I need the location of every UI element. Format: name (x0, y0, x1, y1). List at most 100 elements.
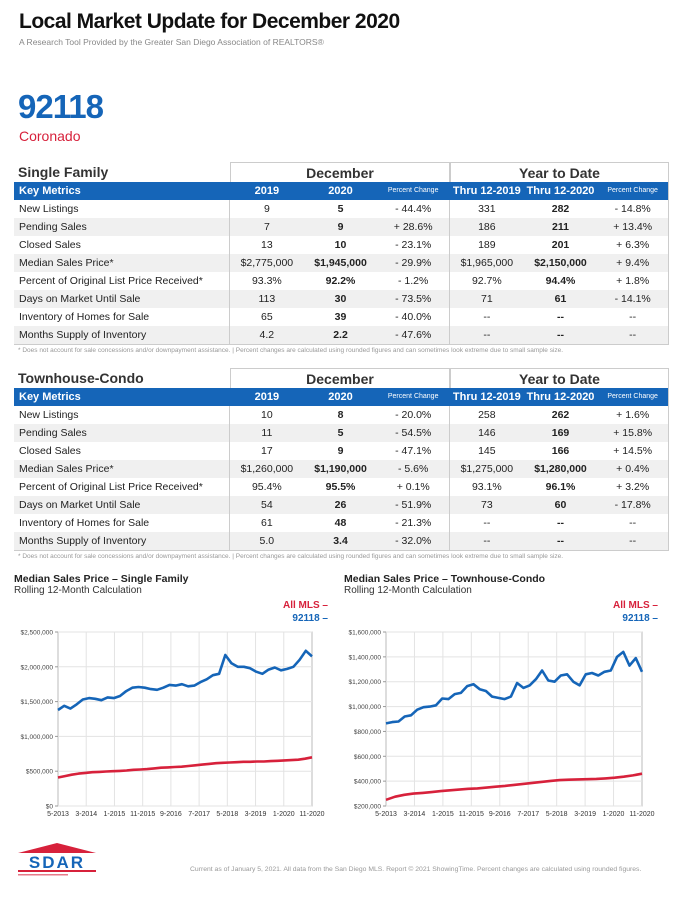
table-cell: 211 (552, 221, 569, 233)
column-header: Key Metrics (19, 391, 81, 403)
table-cell: - 17.8% (597, 496, 669, 514)
table-cell: 11 (229, 424, 304, 442)
table-cell: - 47.1% (395, 445, 432, 457)
column-header: Percent Change (597, 388, 669, 406)
table-cell: + 14.5% (597, 442, 669, 460)
table-row: Closed Sales 13 10 - 23.1% 189 201 + 6.3% (14, 236, 669, 254)
y-tick-label: $2,500,000 (20, 630, 53, 637)
table-cell: - 14.1% (597, 290, 669, 308)
table-cell: 282 (551, 203, 570, 215)
x-tick-label: 9-2016 (160, 811, 182, 818)
legend-zip: 92118 – (622, 613, 658, 624)
table-header-row: Key Metrics 2019 2020 Percent Change Thru 12… (14, 182, 669, 200)
table-cell: 262 (551, 409, 570, 421)
table-cell: -- (557, 329, 564, 341)
table-row: Days on Market Until Sale 54 26 - 51.9% 73 60… (14, 496, 669, 514)
table-row: Median Sales Price* $1,260,000 $1,190,000 -… (14, 460, 669, 478)
table-cell: 60 (554, 499, 567, 511)
table-cell: 61 (229, 514, 304, 532)
table-row: Months Supply of Inventory 5.0 3.4 - 32.0% -… (14, 532, 669, 550)
table-cell: Days on Market Until Sale (19, 293, 141, 305)
table-cell: Closed Sales (19, 445, 81, 457)
table-cell: Closed Sales (19, 239, 81, 251)
table-row: Percent of Original List Price Received*… (14, 272, 669, 290)
x-tick-label: 7-2017 (188, 811, 210, 818)
column-header: Percent Change (387, 187, 439, 194)
table-cell: 4.2 (229, 326, 304, 344)
table-cell: - 51.9% (395, 499, 432, 511)
table-cell: + 1.8% (597, 272, 669, 290)
table-cell: -- (449, 514, 524, 532)
table-cell: -- (557, 535, 564, 547)
table-cell: 10 (334, 239, 347, 251)
table-cell: -- (597, 326, 669, 344)
table-cell: 71 (449, 290, 524, 308)
table-row: Inventory of Homes for Sale 61 48 - 21.3% --… (14, 514, 669, 532)
table-cell: - 23.1% (395, 239, 432, 251)
table-cell: $1,945,000 (314, 257, 367, 269)
table-cell: -- (449, 532, 524, 550)
table-cell: Percent of Original List Price Received* (19, 481, 203, 493)
table-cell: -- (449, 326, 524, 344)
x-tick-label: 3-2014 (404, 811, 426, 818)
table-cell: 8 (337, 409, 344, 421)
column-header: Thru 12-2019 (449, 182, 524, 200)
table-cell: -- (597, 514, 669, 532)
table-cell: Pending Sales (19, 427, 87, 439)
chart-plot: $200,000 $400,000 $600,000 $800,000 $1,000,0… (348, 630, 654, 819)
column-header: 2020 (328, 391, 353, 403)
series-line-zip (385, 650, 644, 725)
table-cell: 5 (337, 203, 344, 215)
report-title: Local Market Update for December 2020 (19, 10, 400, 33)
table-cell: $2,150,000 (534, 257, 587, 269)
table-cell: 92.7% (449, 272, 524, 290)
table-cell: 166 (551, 445, 570, 457)
column-header: 2019 (229, 388, 304, 406)
table-cell: 2.2 (333, 329, 348, 341)
table-cell: $1,280,000 (534, 463, 587, 475)
chart-subtitle: Rolling 12-Month Calculation (344, 585, 472, 596)
table-cell: - 40.0% (395, 311, 432, 323)
table-row: Median Sales Price* $2,775,000 $1,945,000 -… (14, 254, 669, 272)
table-footnote: * Does not account for sale concessions … (18, 553, 564, 560)
table-row: Pending Sales 11 5 - 54.5% 146 169 + 15.8% (14, 424, 669, 442)
table-cell: 93.3% (229, 272, 304, 290)
y-tick-label: $1,600,000 (348, 630, 381, 637)
table-cell: 189 (449, 236, 524, 254)
table-cell: $1,965,000 (449, 254, 524, 272)
x-tick-label: 1-2015 (432, 811, 454, 818)
table-section-title: Single Family (18, 164, 109, 180)
group-header-month: December (230, 162, 450, 182)
table-cell: $1,260,000 (229, 460, 304, 478)
table-cell: - 32.0% (395, 535, 432, 547)
table-cell: $1,275,000 (449, 460, 524, 478)
table-cell: - 14.8% (597, 200, 669, 218)
x-tick-label: 1-2015 (104, 811, 126, 818)
table-cell: + 28.6% (393, 221, 433, 233)
y-tick-label: $200,000 (354, 804, 381, 811)
x-tick-label: 5-2013 (375, 811, 397, 818)
table-cell: Inventory of Homes for Sale (19, 517, 150, 529)
table-cell: 145 (449, 442, 524, 460)
table-cell: + 0.1% (396, 481, 430, 493)
table-cell: -- (557, 517, 564, 529)
y-tick-label: $1,500,000 (20, 699, 53, 706)
table-row: Percent of Original List Price Received*… (14, 478, 669, 496)
table-cell: + 6.3% (597, 236, 669, 254)
legend-zip: 92118 – (292, 613, 328, 624)
y-tick-label: $400,000 (354, 779, 381, 786)
plot-frame (385, 631, 643, 807)
table-cell: -- (449, 308, 524, 326)
table-cell: - 54.5% (395, 427, 432, 439)
table-row: Pending Sales 7 9 + 28.6% 186 211 + 13.4% (14, 218, 669, 236)
townhouse-condo-chart: Median Sales Price – Townhouse-Condo Roll… (344, 573, 674, 823)
table-cell: Days on Market Until Sale (19, 499, 141, 511)
townhouse-condo-table: Townhouse-Condo December Year to Date Key M… (14, 368, 669, 560)
table-cell: $1,190,000 (314, 463, 367, 475)
column-header: Thru 12-2020 (526, 391, 595, 403)
footer-note: Current as of January 5, 2021. All data … (190, 866, 642, 873)
table-cell: Median Sales Price* (19, 463, 114, 475)
table-header-row: Key Metrics 2019 2020 Percent Change Thru 12… (14, 388, 669, 406)
table-cell: 96.1% (545, 481, 576, 493)
y-tick-label: $600,000 (354, 754, 381, 761)
